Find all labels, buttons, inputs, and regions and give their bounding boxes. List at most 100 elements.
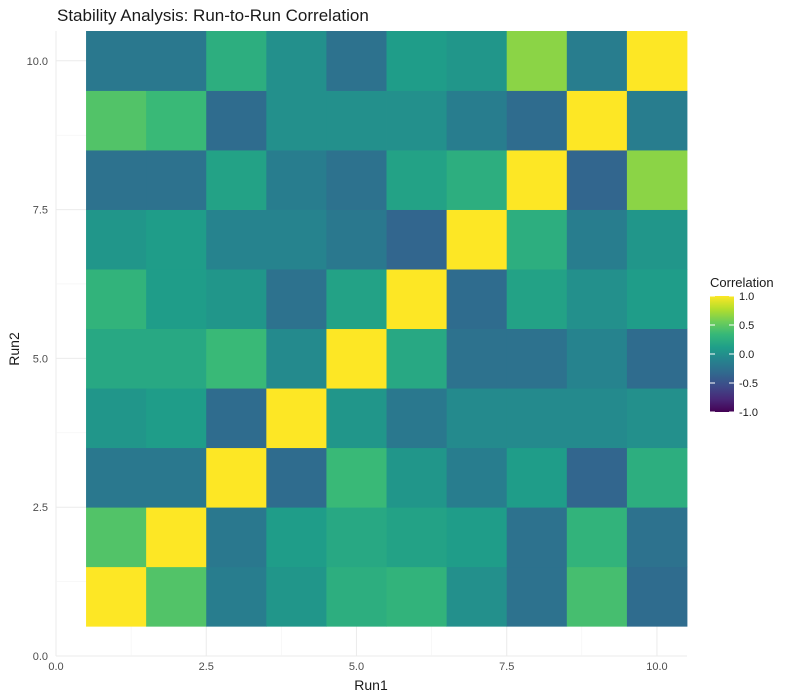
heatmap-cell xyxy=(447,329,507,389)
heatmap-cell xyxy=(447,31,507,91)
heatmap-cell xyxy=(627,507,687,567)
heatmap-cell xyxy=(86,329,146,389)
x-tick-label: 7.5 xyxy=(499,661,514,673)
x-tick-label: 5.0 xyxy=(349,661,364,673)
heatmap-cell xyxy=(447,150,507,210)
heatmap-cell xyxy=(627,329,687,389)
heatmap-cell xyxy=(326,150,386,210)
heatmap-cell xyxy=(627,31,687,91)
heatmap-cell xyxy=(627,448,687,508)
heatmap-cell xyxy=(86,91,146,151)
heatmap-cell xyxy=(567,150,627,210)
heatmap-cell xyxy=(387,567,447,627)
heatmap-cell xyxy=(206,329,266,389)
heatmap-cell xyxy=(86,567,146,627)
heatmap-cell xyxy=(567,31,627,91)
heatmap-cell xyxy=(326,448,386,508)
heatmap-cell xyxy=(206,31,266,91)
heatmap-cell xyxy=(86,210,146,270)
heatmap-cell xyxy=(206,448,266,508)
heatmap-cell xyxy=(507,329,567,389)
heatmap-cell xyxy=(447,448,507,508)
heatmap-cell xyxy=(146,91,206,151)
heatmap-cell xyxy=(627,150,687,210)
heatmap-cell xyxy=(326,388,386,448)
heatmap-cell xyxy=(387,329,447,389)
heatmap-cell xyxy=(266,388,326,448)
heatmap-cell xyxy=(266,269,326,329)
heatmap-cell xyxy=(146,448,206,508)
x-axis-title: Run1 xyxy=(354,677,388,693)
heatmap-cell xyxy=(266,329,326,389)
y-tick-label: 10.0 xyxy=(27,56,48,68)
heatmap-cell xyxy=(447,269,507,329)
heatmap-cell xyxy=(146,567,206,627)
heatmap-cell xyxy=(326,269,386,329)
heatmap-cell xyxy=(146,210,206,270)
heatmap-cell xyxy=(326,507,386,567)
legend-tick-label: -0.5 xyxy=(739,378,758,390)
heatmap-cells xyxy=(86,31,687,627)
heatmap-cell xyxy=(447,388,507,448)
x-tick-label: 2.5 xyxy=(199,661,214,673)
heatmap-cell xyxy=(567,567,627,627)
heatmap-cell xyxy=(507,507,567,567)
y-tick-label: 0.0 xyxy=(33,651,48,663)
heatmap-cell xyxy=(326,31,386,91)
heatmap-cell xyxy=(86,150,146,210)
heatmap-cell xyxy=(146,388,206,448)
heatmap-cell xyxy=(266,150,326,210)
heatmap-cell xyxy=(146,150,206,210)
heatmap-cell xyxy=(507,210,567,270)
legend-title: Correlation xyxy=(710,275,774,290)
heatmap-cell xyxy=(447,91,507,151)
heatmap-cell xyxy=(206,507,266,567)
heatmap-cell xyxy=(146,329,206,389)
heatmap-cell xyxy=(326,567,386,627)
legend-tick-label: -1.0 xyxy=(739,407,758,419)
heatmap-cell xyxy=(507,150,567,210)
heatmap-cell xyxy=(567,507,627,567)
heatmap-cell xyxy=(387,388,447,448)
x-axis-ticks: 0.0 2.5 5.0 7.5 10.0 xyxy=(48,661,667,673)
heatmap-cell xyxy=(567,91,627,151)
heatmap-cell xyxy=(627,567,687,627)
heatmap-cell xyxy=(387,269,447,329)
y-tick-label: 5.0 xyxy=(33,353,48,365)
heatmap-cell xyxy=(206,150,266,210)
heatmap-cell xyxy=(567,210,627,270)
heatmap-cell xyxy=(266,507,326,567)
heatmap-cell xyxy=(507,567,567,627)
heatmap-cell xyxy=(326,91,386,151)
heatmap-cell xyxy=(206,210,266,270)
heatmap-cell xyxy=(507,388,567,448)
heatmap-cell xyxy=(507,31,567,91)
heatmap-cell xyxy=(387,91,447,151)
heatmap-cell xyxy=(86,31,146,91)
heatmap-cell xyxy=(387,150,447,210)
x-tick-label: 10.0 xyxy=(646,661,667,673)
heatmap-cell xyxy=(627,388,687,448)
heatmap-cell xyxy=(387,210,447,270)
legend: Correlation 1.00.50.0-0.5-1.0 xyxy=(710,275,774,419)
heatmap-cell xyxy=(266,567,326,627)
heatmap-cell xyxy=(567,329,627,389)
heatmap-cell xyxy=(627,91,687,151)
heatmap-cell xyxy=(507,448,567,508)
heatmap-cell xyxy=(447,507,507,567)
y-axis-ticks: 0.0 2.5 5.0 7.5 10.0 xyxy=(27,56,48,663)
heatmap-cell xyxy=(266,448,326,508)
legend-tick-label: 0.0 xyxy=(739,349,754,361)
heatmap-cell xyxy=(447,567,507,627)
heatmap-cell xyxy=(86,269,146,329)
x-tick-label: 0.0 xyxy=(48,661,63,673)
heatmap-cell xyxy=(146,269,206,329)
heatmap-cell xyxy=(387,448,447,508)
heatmap-cell xyxy=(627,269,687,329)
heatmap-cell xyxy=(266,31,326,91)
y-tick-label: 2.5 xyxy=(33,502,48,514)
heatmap-cell xyxy=(86,507,146,567)
y-tick-label: 7.5 xyxy=(33,205,48,217)
heatmap-cell xyxy=(387,31,447,91)
